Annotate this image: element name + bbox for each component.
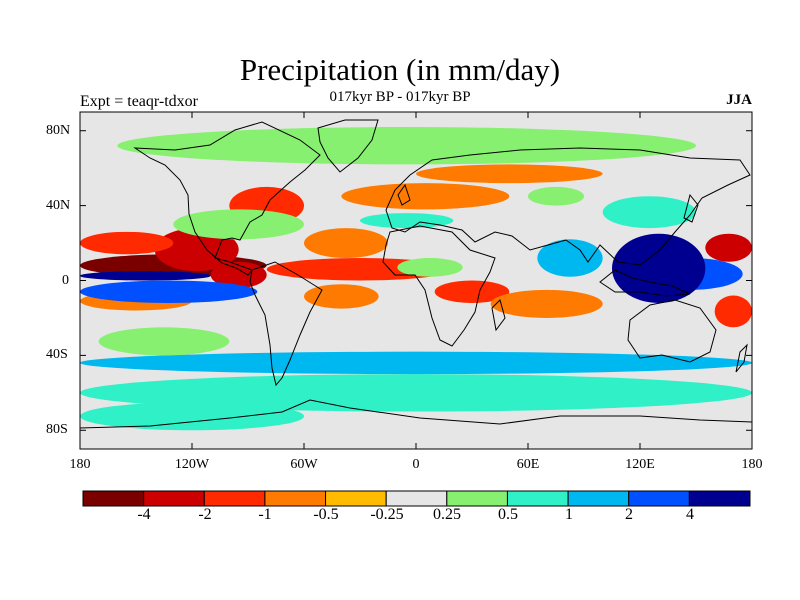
anomaly-region [80, 374, 752, 412]
anomaly-region [173, 209, 304, 240]
coastline-eurasia [385, 147, 751, 266]
coastline-british-isles [397, 183, 411, 206]
x-tick-label: 180 [741, 457, 763, 472]
colorbar-box [567, 490, 630, 507]
y-tick-label: 40S [46, 347, 68, 362]
colorbar-box [143, 490, 205, 507]
colorbar-box [264, 490, 327, 507]
coastline-maritime-continent [599, 269, 691, 297]
anomaly-region [210, 261, 267, 288]
colorbar-box [385, 490, 448, 507]
y-tick-label: 40N [46, 198, 71, 213]
colorbar-label: 0.25 [433, 506, 461, 523]
anomaly-region [304, 228, 388, 259]
coastline-south-america [249, 261, 323, 387]
colorbar-box [688, 490, 751, 507]
colorbar-box [506, 490, 569, 507]
x-tick-label: 0 [412, 457, 420, 472]
colorbar-label: 2 [625, 506, 633, 523]
coastline-australia [627, 299, 717, 363]
anomaly-region [80, 402, 304, 431]
anomaly-region [434, 280, 510, 303]
coastline-greenland [317, 119, 379, 173]
colorbar-label: -4 [137, 506, 151, 523]
coastline-new-zealand [735, 343, 748, 373]
anomaly-region [80, 231, 174, 255]
experiment-label: Expt = teaqr-tdxor [80, 93, 198, 110]
anomaly-region [528, 186, 584, 206]
anomaly-region [341, 183, 510, 210]
y-tick-label: 80S [46, 422, 68, 437]
coastline-japan [683, 193, 699, 223]
colorbar [82, 490, 751, 507]
colorbar-box [203, 490, 266, 507]
anomaly-region [117, 126, 696, 165]
anomaly-region [612, 233, 706, 303]
colorbar-box [82, 490, 145, 507]
coastline-madagascar [491, 299, 506, 332]
chart-subtitle: 017kyr BP - 017kyr BP [329, 89, 471, 105]
anomaly-region [304, 284, 379, 309]
coastline-africa [382, 225, 496, 347]
colorbar-label: -1 [258, 506, 272, 523]
anomaly-region [98, 327, 230, 356]
anomaly-region [80, 351, 752, 375]
axis-ticks [79, 112, 753, 449]
colorbar-box [325, 490, 387, 507]
chart-title: Precipitation (in mm/day) [239, 52, 561, 87]
anomaly-region [397, 258, 463, 277]
coastline-north-america [133, 121, 321, 276]
colorbar-box [446, 490, 508, 507]
anomaly-region [360, 213, 454, 229]
x-tick-label: 60W [290, 457, 318, 472]
anomaly-region [602, 196, 696, 229]
colorbar-box [628, 490, 690, 507]
x-tick-label: 60E [516, 457, 540, 472]
anomaly-region [705, 233, 752, 262]
y-tick-label: 80N [46, 123, 71, 138]
anomaly-region [154, 228, 239, 272]
y-tick-label: 0 [62, 273, 69, 288]
anomaly-region [537, 239, 603, 277]
season-label: JJA [726, 92, 752, 108]
x-tick-label: 120E [625, 457, 655, 472]
colorbar-label: -0.5 [313, 506, 339, 523]
coastlines [80, 119, 752, 429]
colorbar-label: -0.25 [370, 506, 404, 523]
colorbar-label: 1 [565, 506, 573, 523]
x-tick-label: 180 [69, 457, 91, 472]
anomaly-region [80, 280, 258, 303]
colorbar-label: 0.5 [498, 506, 518, 523]
anomaly-region [80, 271, 211, 281]
anomaly-region [714, 295, 752, 328]
anomaly-field [80, 126, 752, 431]
anomaly-region [490, 289, 603, 318]
coastline-antarctica [80, 399, 752, 429]
anomaly-region [416, 164, 603, 184]
colorbar-label: 4 [686, 506, 694, 523]
colorbar-label: -2 [198, 506, 212, 523]
x-tick-label: 120W [174, 457, 210, 472]
